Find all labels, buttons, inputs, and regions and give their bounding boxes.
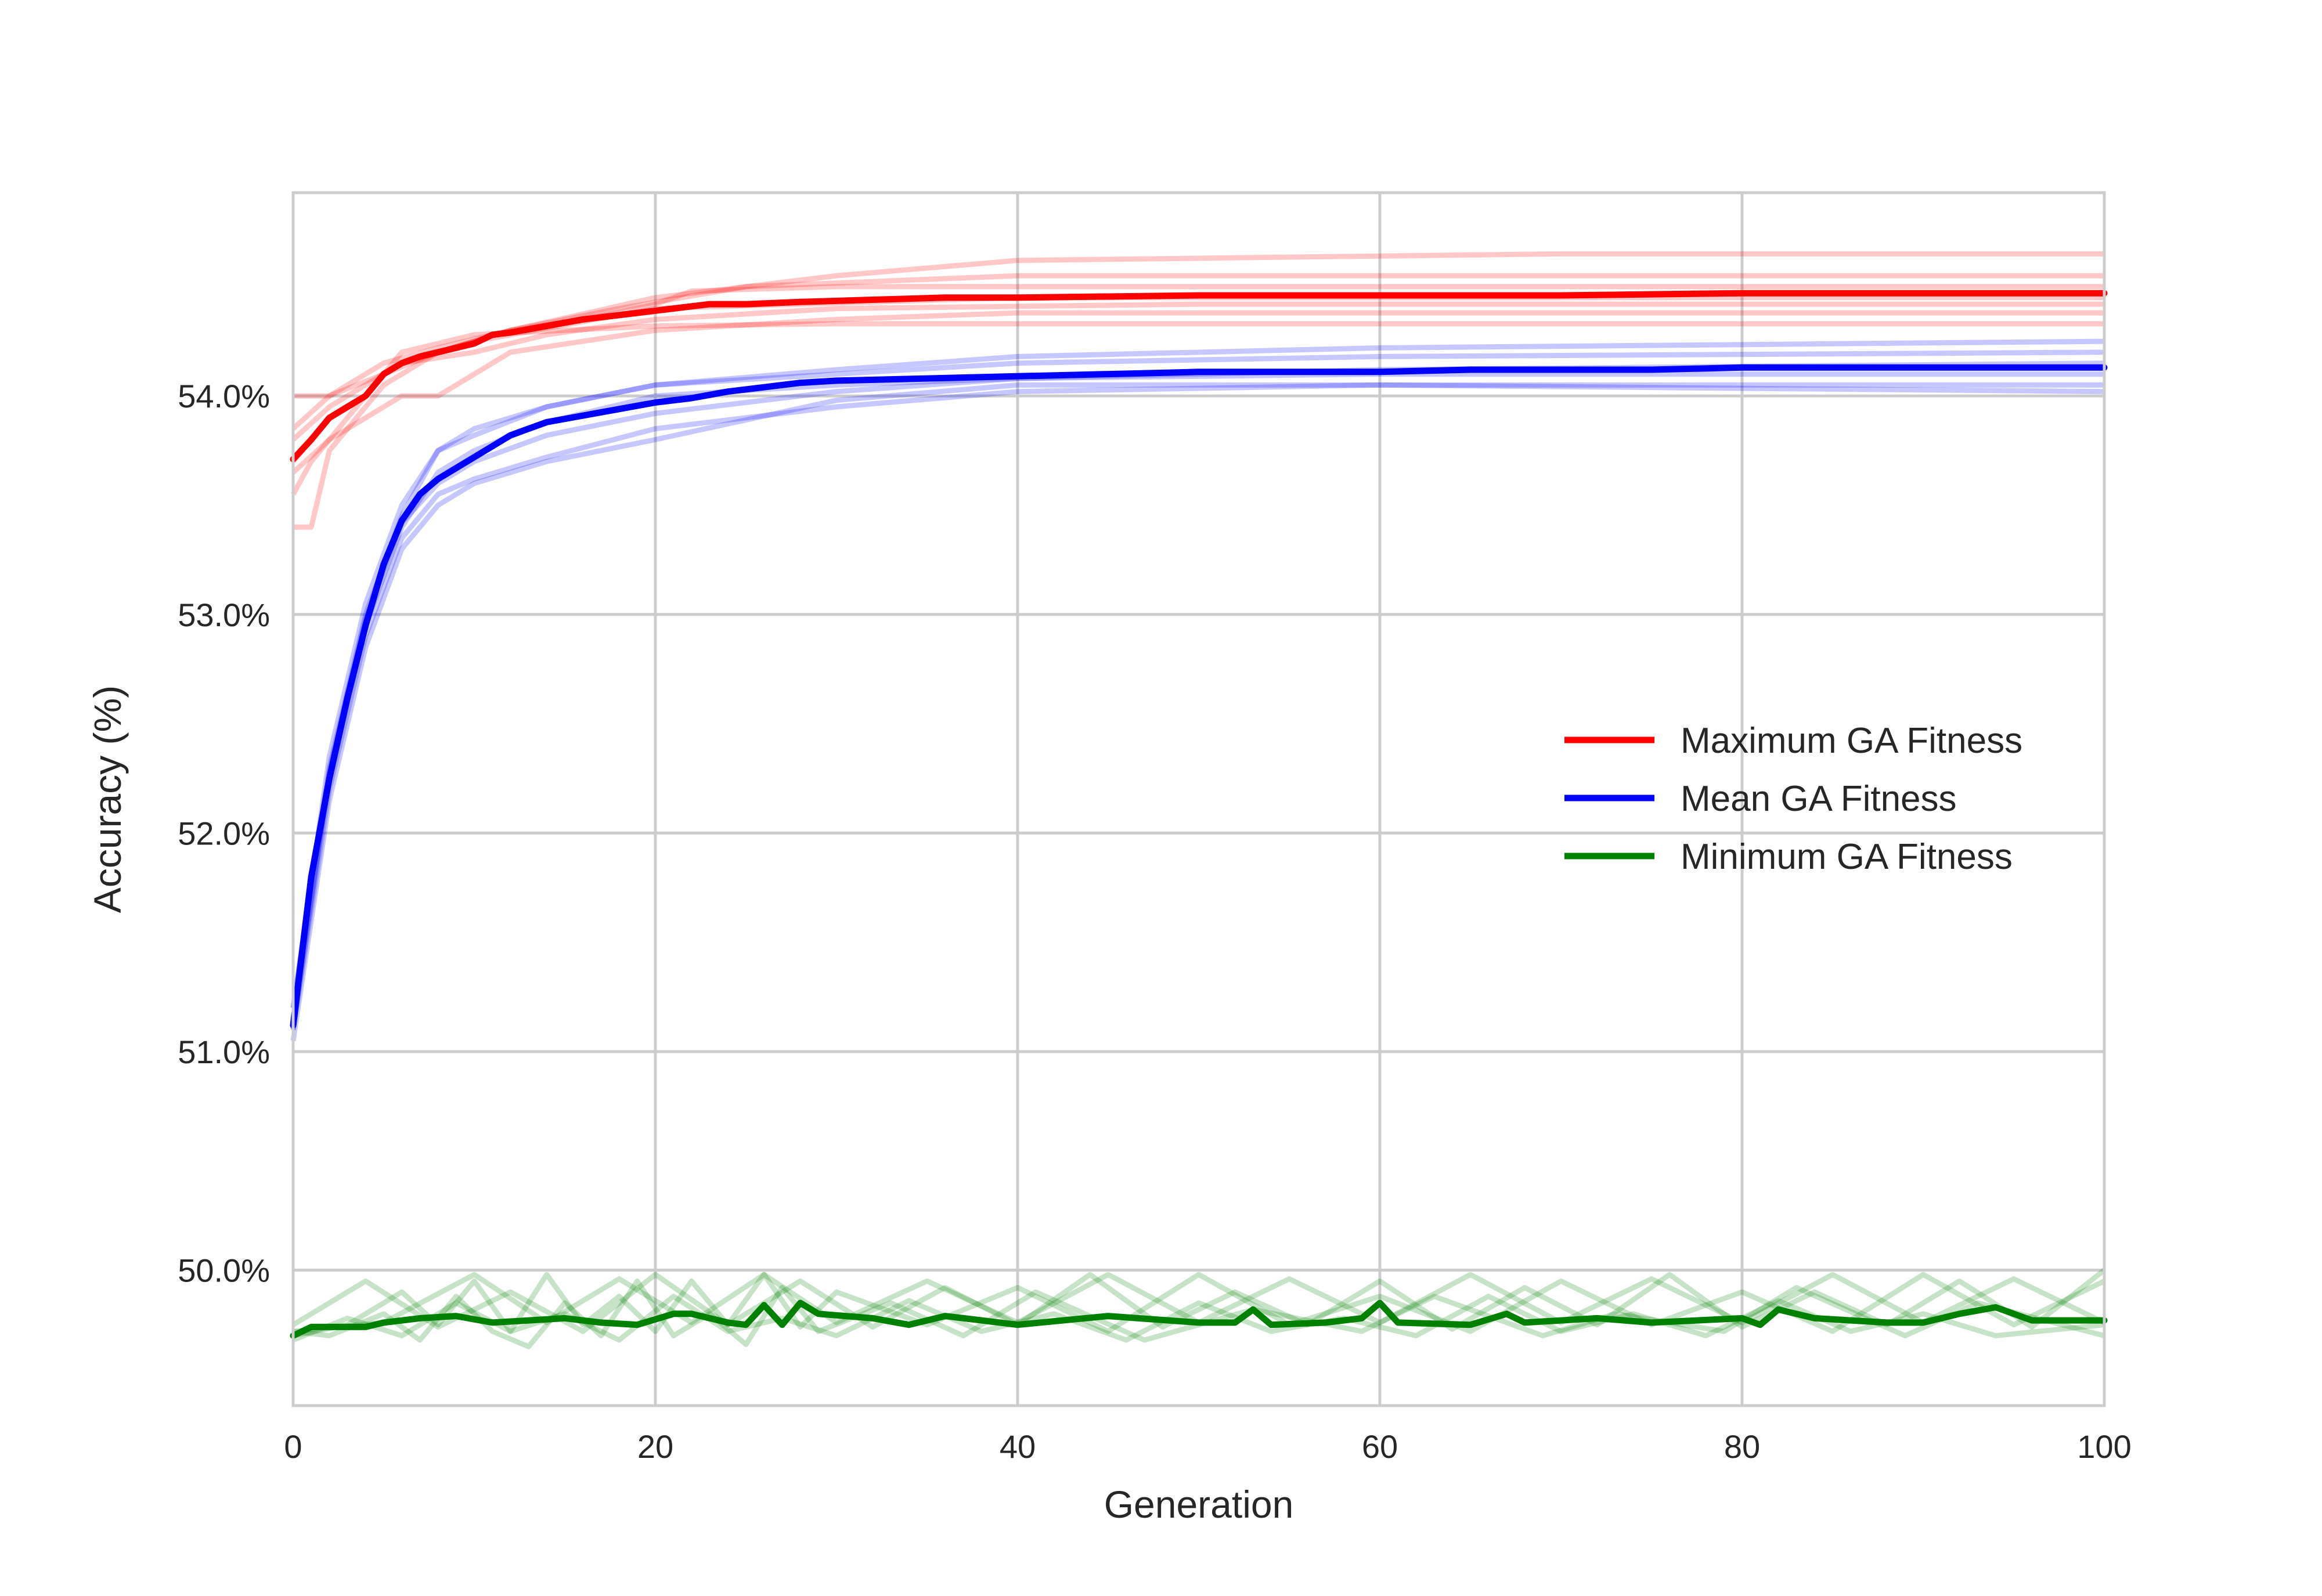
y-tick-label: 53.0%: [178, 597, 270, 633]
run-line-3-5: [293, 1272, 2105, 1334]
legend-label-3: Minimum GA Fitness: [1681, 837, 2013, 877]
x-tick-label: 20: [637, 1428, 673, 1465]
y-tick-label: 52.0%: [178, 815, 270, 851]
x-tick-label: 0: [284, 1428, 302, 1465]
series-lines: [290, 290, 2108, 1339]
y-axis-label: Accuracy (%): [86, 685, 129, 913]
grid: [291, 193, 2106, 1406]
y-tick-label: 51.0%: [178, 1034, 270, 1070]
x-tick-label: 100: [2077, 1428, 2131, 1465]
series-line-1: [290, 290, 2108, 463]
run-line-2-5: [290, 338, 2105, 1009]
legend-label-2: Mean GA Fitness: [1681, 779, 1957, 819]
y-tick-label: 54.0%: [178, 378, 270, 414]
series-line-2: [290, 364, 2108, 1029]
legend-label-1: Maximum GA Fitness: [1681, 721, 2022, 761]
x-tick-label: 60: [1362, 1428, 1398, 1465]
tick-labels: 0 20 40 60 80 100 50.0% 51.0% 52.0% 53.0% 54.0%: [178, 378, 2132, 1465]
x-tick-label: 40: [1000, 1428, 1036, 1465]
x-tick-label: 80: [1724, 1428, 1760, 1465]
series-line-3: [290, 1299, 2108, 1339]
x-axis-label: Generation: [1104, 1483, 1294, 1526]
run-line-1-3: [291, 310, 2104, 475]
run-line-1-4: [291, 301, 2104, 442]
run-line-3-1: [293, 1272, 2105, 1338]
y-tick-label: 50.0%: [178, 1252, 270, 1289]
legend: Maximum GA Fitness Mean GA Fitness Minimum…: [1564, 721, 2022, 877]
plot-frame: [291, 191, 2106, 1407]
run-line-2-4: [290, 382, 2105, 1041]
